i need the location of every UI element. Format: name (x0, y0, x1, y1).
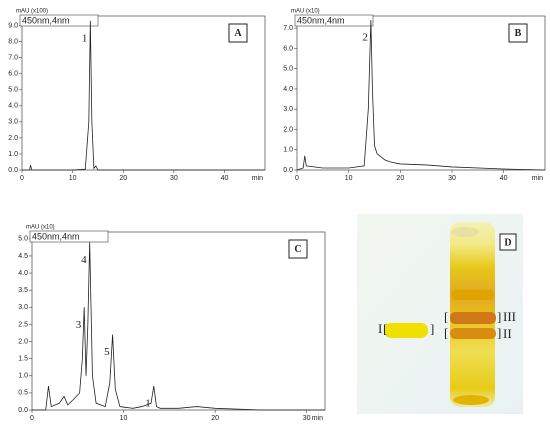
x-tick-label: 20 (211, 415, 219, 422)
peak-label: 3 (76, 319, 82, 331)
bracket: ] (497, 309, 501, 324)
y-tick-label: 8.0 (8, 39, 18, 46)
x-tick-label: 40 (221, 175, 229, 182)
y-tick-label: 2.0 (8, 135, 18, 142)
y-tick-label: 0.0 (18, 407, 28, 414)
panel-label: C (294, 244, 301, 255)
chromatogram: 0.0 0.5 1.0 1.5 2.0 2.5 3.0 3.5 4.0 4.5 5.0 0 10 20 30… (18, 225, 326, 422)
peak-label: 4 (81, 254, 87, 266)
x-tick-label: 30 (170, 175, 178, 182)
y-tick-label: 3.0 (18, 304, 28, 311)
y-tick-label: 2.0 (283, 126, 293, 133)
x-tick-label: 10 (345, 175, 353, 182)
x-unit: min (532, 175, 543, 182)
y-tick-label: 3.5 (18, 287, 28, 294)
band (451, 227, 479, 237)
band-label: I (378, 321, 382, 336)
legend-text: 450nm,4nm (297, 15, 345, 25)
x-tick-label: 30 (303, 415, 311, 422)
x-tick-label: 30 (448, 175, 456, 182)
legend-text: 450nm,4nm (32, 231, 80, 241)
y-unit: mAU (x10) (291, 9, 320, 15)
pure-band (384, 323, 428, 338)
y-tick-label: 1.5 (18, 355, 28, 362)
x-tick-label: 0 (20, 175, 24, 182)
x-unit: min (312, 415, 323, 422)
y-tick-label: 2.0 (18, 338, 28, 345)
y-tick-label: 4.5 (18, 253, 28, 260)
y-tick-label: 5.0 (8, 87, 18, 94)
panel-label: B (515, 28, 522, 39)
panel-label-box (288, 239, 308, 259)
y-tick-label: 4.0 (8, 103, 18, 110)
x-tick-label: 10 (69, 175, 77, 182)
legend-box (294, 14, 374, 27)
y-tick-label: 5.0 (283, 66, 293, 73)
y-tick-label: 1.0 (8, 151, 18, 158)
y-unit: mAU (x100) (16, 9, 48, 15)
band (453, 395, 489, 405)
plot-frame (296, 15, 546, 171)
panel-label-box (228, 23, 248, 43)
tlc-panel: I [ ] [ ] [ ] III II D (357, 214, 523, 414)
chromatogram: 0.0 1.0 2.0 3.0 4.0 5.0 6.0 7.0 8.0 9.0 0 10 20 30 40 m… (8, 9, 266, 182)
trace (32, 242, 325, 411)
y-tick-label: 2.5 (18, 321, 28, 328)
band-label: III (503, 309, 516, 324)
y-tick-label: 7.0 (8, 55, 18, 62)
panel-label-box (499, 233, 517, 251)
x-tick-label: 0 (30, 415, 34, 422)
x-tick-label: 40 (500, 175, 508, 182)
trace (22, 20, 265, 171)
band (452, 290, 494, 300)
x-unit: min (252, 175, 263, 182)
plot-frame (31, 231, 326, 411)
y-tick-label: 4.0 (18, 270, 28, 277)
y-tick-label: 7.0 (283, 25, 293, 32)
legend-box (19, 14, 99, 27)
y-tick-label: 5.0 (18, 236, 28, 243)
y-tick-label: 0.0 (8, 167, 18, 174)
y-tick-label: 0.5 (18, 390, 28, 397)
legend-text: 450nm,4nm (22, 15, 70, 25)
y-tick-label: 3.0 (283, 106, 293, 113)
x-tick-label: 10 (120, 415, 128, 422)
y-tick-label: 6.0 (8, 71, 18, 78)
x-tick-label: 0 (295, 175, 299, 182)
band-label: II (503, 326, 512, 341)
band (450, 312, 496, 324)
peak-label: 5 (104, 346, 110, 358)
bracket: [ (383, 321, 387, 336)
x-tick-label: 20 (119, 175, 127, 182)
bracket: [ (444, 309, 448, 324)
trace (296, 20, 546, 171)
y-tick-label: 9.0 (8, 22, 18, 29)
tlc-plate (357, 214, 523, 414)
chromatogram: 0.0 1.0 2.0 3.0 4.0 5.0 6.0 7.0 0 10 20 30 40 min mAU … (283, 9, 546, 182)
legend-box (29, 230, 109, 243)
band (450, 328, 496, 339)
y-tick-label: 0.0 (283, 167, 293, 174)
panel-label: D (504, 237, 511, 248)
y-tick-label: 3.0 (8, 119, 18, 126)
bracket: ] (497, 325, 501, 340)
panel-label: A (234, 28, 242, 39)
y-tick-label: 6.0 (283, 45, 293, 52)
peak-label: 1 (145, 398, 151, 410)
bracket: [ (444, 325, 448, 340)
y-tick-label: 1.0 (18, 373, 28, 380)
peak-label: 2 (362, 32, 368, 44)
panel-label-box (508, 23, 528, 43)
bracket: ] (430, 321, 434, 336)
x-tick-label: 20 (396, 175, 404, 182)
y-tick-label: 4.0 (283, 86, 293, 93)
y-unit: mAU (x10) (26, 225, 55, 231)
peak-label: 1 (82, 32, 88, 44)
y-tick-label: 1.0 (283, 147, 293, 154)
